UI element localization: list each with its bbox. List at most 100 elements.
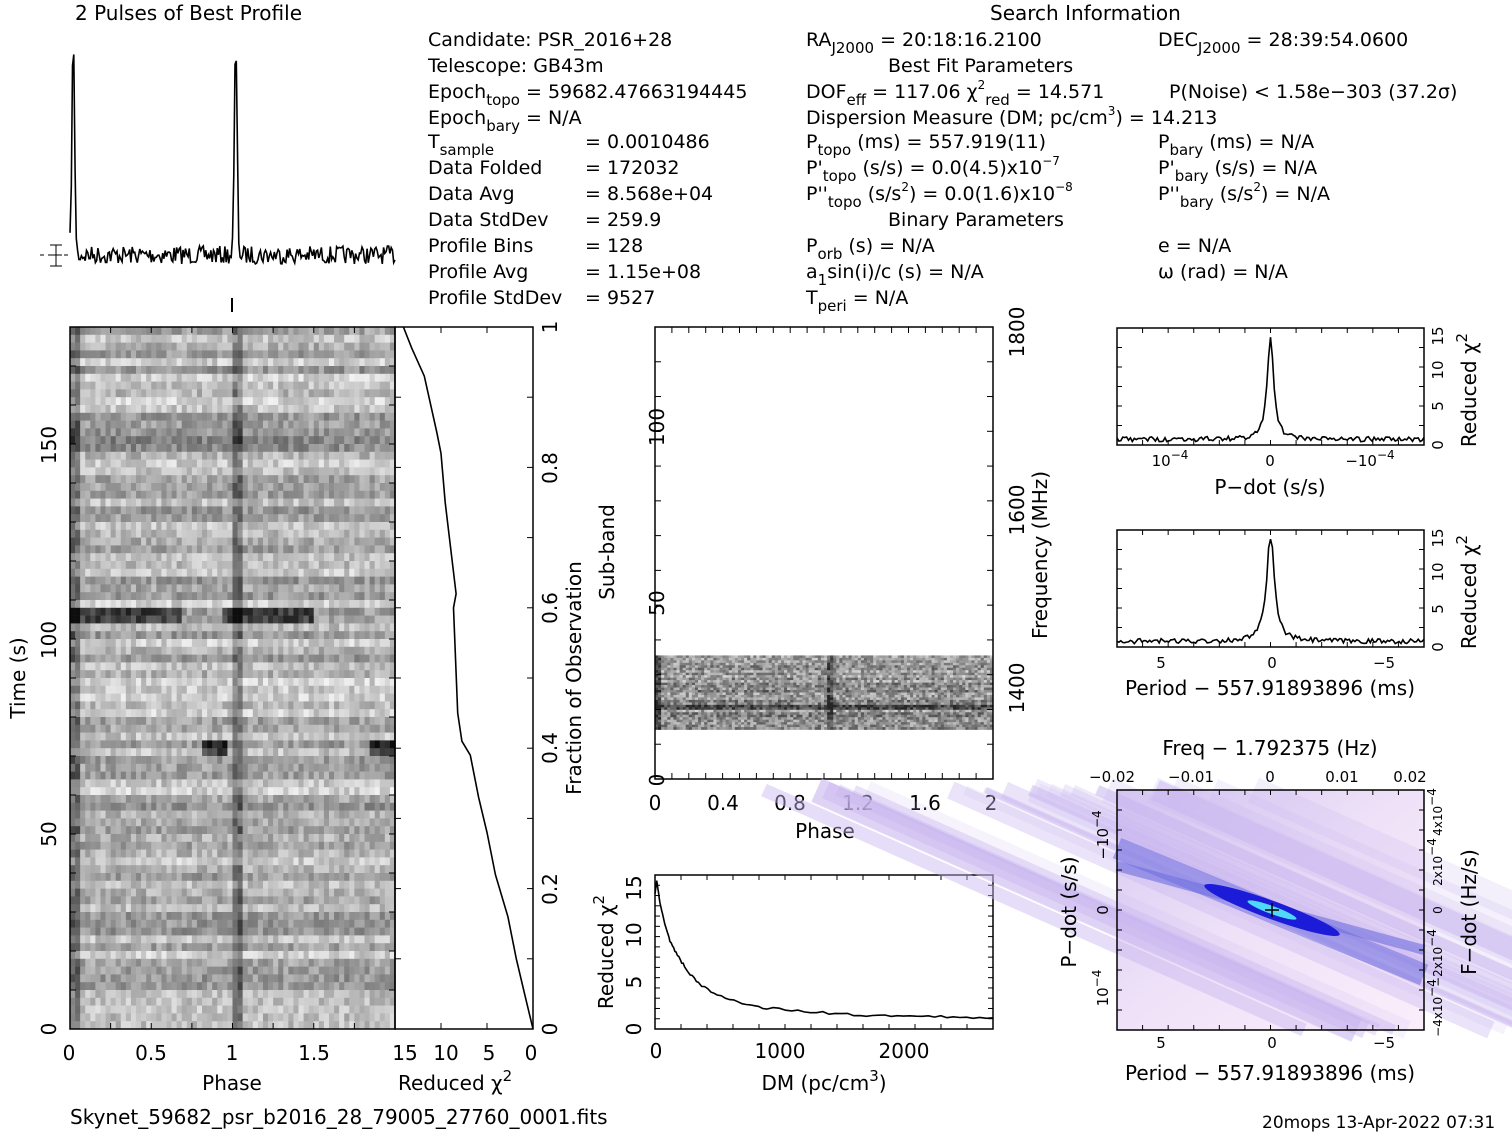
tp-cell	[126, 506, 131, 514]
tp-cell	[166, 343, 171, 351]
tp-cell	[182, 366, 187, 374]
tp-cell	[258, 772, 263, 780]
tp-cell	[106, 717, 111, 725]
tp-cell	[273, 467, 278, 475]
tp-cell	[212, 522, 217, 530]
tp-cell	[95, 631, 100, 639]
tp-cell	[334, 623, 339, 631]
tp-cell	[182, 904, 187, 912]
tp-cell	[354, 592, 359, 600]
tp-cell	[334, 725, 339, 733]
tp-cell	[106, 811, 111, 819]
tp-cell	[80, 795, 85, 803]
tp-cell	[151, 896, 156, 904]
tp-cell	[329, 655, 334, 663]
tp-cell	[197, 686, 202, 694]
tp-cell	[385, 413, 390, 421]
tp-cell	[258, 709, 263, 717]
tp-cell	[111, 842, 116, 850]
tp-cell	[161, 709, 166, 717]
tp-cell	[304, 530, 309, 538]
tp-cell	[344, 725, 349, 733]
tp-cell	[370, 335, 375, 343]
tp-cell	[365, 444, 370, 452]
tp-cell	[365, 889, 370, 897]
tp-cell	[268, 748, 273, 756]
tp-cell	[202, 460, 207, 468]
tp-cell	[207, 327, 212, 335]
tp-cell	[197, 444, 202, 452]
tp-cell	[370, 561, 375, 569]
tp-cell	[238, 545, 243, 553]
tp-cell	[202, 608, 207, 616]
tp-cell	[268, 764, 273, 772]
tp-cell	[222, 569, 227, 577]
tp-cell	[80, 811, 85, 819]
tp-cell	[85, 397, 90, 405]
tp-cell	[354, 701, 359, 709]
tp-cell	[151, 506, 156, 514]
tp-cell	[238, 686, 243, 694]
tp-cell	[354, 834, 359, 842]
tp-cell	[253, 889, 258, 897]
tp-cell	[166, 850, 171, 858]
tp-cell	[314, 428, 319, 436]
tp-cell	[233, 444, 238, 452]
tp-cell	[177, 366, 182, 374]
tp-cell	[248, 428, 253, 436]
tp-cell	[299, 912, 304, 920]
tp-cell	[288, 889, 293, 897]
tp-cell	[126, 428, 131, 436]
tp-cell	[141, 452, 146, 460]
tp-cell	[121, 623, 126, 631]
tp-cell	[278, 850, 283, 858]
tp-cell	[126, 358, 131, 366]
tp-cell	[299, 740, 304, 748]
tp-cell	[197, 343, 202, 351]
tp-cell	[166, 366, 171, 374]
tp-cell	[126, 904, 131, 912]
tp-cell	[141, 717, 146, 725]
tp-cell	[217, 413, 222, 421]
tp-cell	[238, 670, 243, 678]
tp-cell	[375, 413, 380, 421]
tp-cell	[90, 865, 95, 873]
tp-cell	[227, 896, 232, 904]
tp-cell	[95, 623, 100, 631]
tp-cell	[304, 452, 309, 460]
tp-cell	[151, 772, 156, 780]
tp-cell	[288, 522, 293, 530]
tp-cell	[359, 834, 364, 842]
tp-cell	[80, 896, 85, 904]
tp-cell	[95, 584, 100, 592]
tp-cell	[80, 358, 85, 366]
tp-cell	[258, 389, 263, 397]
tp-cell	[70, 584, 75, 592]
tp-cell	[380, 772, 385, 780]
tp-cell	[349, 561, 354, 569]
tp-cell	[263, 561, 268, 569]
tp-cell	[192, 421, 197, 429]
tp-cell	[141, 748, 146, 756]
tp-cell	[273, 428, 278, 436]
tp-cell	[344, 662, 349, 670]
tp-cell	[263, 725, 268, 733]
tp-cell	[334, 842, 339, 850]
tp-cell	[299, 444, 304, 452]
tp-cell	[314, 623, 319, 631]
tp-cell	[385, 733, 390, 741]
tp-cell	[70, 857, 75, 865]
tp-cell	[187, 366, 192, 374]
tp-cell	[136, 857, 141, 865]
tp-cell	[370, 366, 375, 374]
tp-cell	[334, 803, 339, 811]
tp-cell	[136, 662, 141, 670]
tp-cell	[243, 772, 248, 780]
tp-cell	[161, 623, 166, 631]
tp-cell	[314, 655, 319, 663]
tp-cell	[365, 577, 370, 585]
tp-cell	[222, 631, 227, 639]
tp-cell	[121, 382, 126, 390]
tp-cell	[243, 623, 248, 631]
tp-cell	[161, 389, 166, 397]
